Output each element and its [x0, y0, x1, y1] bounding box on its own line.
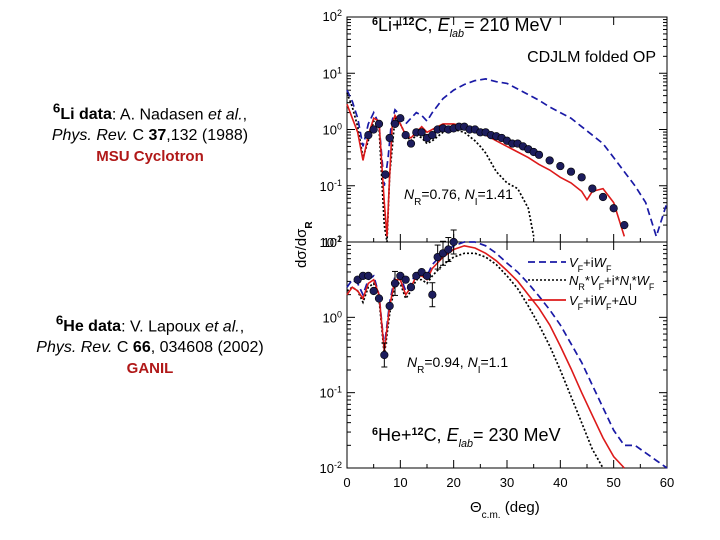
y-tick-label: 100: [323, 122, 342, 138]
x-tick-label: 20: [446, 475, 460, 490]
data-point: [374, 294, 384, 303]
x-axis-label: Θc.m. (deg): [470, 499, 540, 521]
he-pages-year: , 034608 (2002): [150, 339, 264, 357]
data-point: [545, 156, 554, 165]
y-tick-label: 10-1: [320, 178, 342, 194]
he-authors: V. Lapoux: [129, 318, 201, 336]
li-mass-number: 6: [52, 101, 61, 116]
y-tick-label: 10-2: [320, 460, 342, 476]
x-tick-label: 40: [553, 475, 567, 490]
data-point: [556, 161, 565, 171]
data-point: [401, 131, 410, 140]
li-lab: MSU Cyclotron: [96, 148, 204, 166]
data-point: [396, 114, 405, 123]
data-point: [534, 150, 544, 159]
data-point: [364, 271, 373, 281]
li-reference-line1: 6Li data: A. Nadasen et al.,: [52, 101, 248, 124]
data-point: [364, 131, 373, 140]
he-reference: 6He data: V. Lapoux et al., Phys. Rev. C…: [0, 310, 300, 379]
data-point: [401, 275, 410, 284]
top-panel-annotation: NR=0.76, NI=1.41: [404, 186, 513, 208]
x-tick-label: 0: [343, 475, 350, 490]
data-point: [620, 221, 629, 230]
y-tick-label: 101: [323, 234, 342, 250]
data-point: [381, 170, 390, 179]
y-tick-label: 102: [323, 8, 342, 24]
he-mass-number: 6: [55, 313, 64, 328]
bottom-panel-annotation: NR=0.94, NI=1.1: [407, 354, 508, 376]
he-lab: GANIL: [126, 360, 174, 378]
data-point: [428, 290, 437, 299]
data-point: [577, 173, 586, 182]
y-axis-label: dσ/dσR: [293, 221, 315, 268]
data-point: [444, 245, 453, 254]
legend-label-0: VF+iWF: [569, 255, 612, 274]
data-point: [374, 119, 384, 128]
data-point: [369, 125, 378, 134]
x-tick-label: 10: [393, 475, 407, 490]
top-panel-title: 6Li+12C, Elab= 210 MeV: [372, 15, 552, 40]
x-tick-label: 60: [660, 475, 674, 490]
li-nucleus: Li: [60, 106, 75, 124]
series-line-top-2: [346, 103, 626, 237]
li-reference: 6Li data: A. Nadasen et al., Phys. Rev. …: [0, 98, 300, 167]
x-tick-label: 50: [606, 475, 620, 490]
he-nucleus: He: [63, 318, 84, 336]
he-series: C: [116, 339, 129, 357]
data-point: [449, 237, 458, 247]
li-data-word: data: [78, 106, 112, 124]
data-point: [422, 271, 432, 281]
li-etal: et al.: [207, 106, 243, 124]
top-panel-subtitle: CDJLM folded OP: [527, 49, 656, 66]
li-series: C: [132, 127, 145, 145]
data-point: [385, 133, 394, 143]
data-point: [417, 128, 426, 137]
he-journal: Phys. Rev.: [36, 339, 113, 357]
data-point: [390, 119, 400, 128]
data-point: [566, 167, 576, 176]
y-tick-label: 101: [323, 65, 342, 81]
li-volume: 37: [148, 127, 167, 145]
data-point: [390, 279, 400, 288]
data-point: [406, 283, 416, 292]
data-point: [588, 184, 597, 193]
series-line-bottom-0: [346, 241, 668, 469]
he-reference-line1: 6He data: V. Lapoux et al.,: [55, 313, 245, 336]
legend-label-2: VF+iWF+ΔU: [569, 293, 637, 312]
y-tick-label: 10-2: [320, 234, 342, 250]
bottom-panel-title: 6He+12C, Elab= 230 MeV: [372, 425, 561, 450]
data-point: [428, 131, 437, 140]
he-volume: 66: [132, 339, 151, 357]
data-point: [385, 301, 394, 311]
series-line-top-1: [346, 92, 535, 243]
he-etal: et al.: [205, 318, 240, 336]
y-tick-label: 100: [323, 309, 342, 325]
data-point: [406, 139, 416, 148]
li-authors: A. Nadasen: [119, 106, 204, 124]
legend-label-1: NR*VF+i*NI*WF: [569, 273, 655, 292]
data-point: [380, 350, 389, 360]
li-journal: Phys. Rev.: [51, 127, 129, 145]
panel-bottom: [346, 229, 668, 469]
data-point: [598, 192, 608, 202]
data-point: [609, 204, 618, 213]
data-point: [369, 286, 378, 296]
he-reference-line2: Phys. Rev. C 66, 034608 (2002): [0, 337, 300, 358]
series-line-top-0: [346, 78, 668, 240]
li-reference-line2: Phys. Rev. C 37,132 (1988): [0, 125, 300, 146]
x-tick-label: 30: [500, 475, 514, 490]
li-pages-year: ,132 (1988): [166, 127, 249, 145]
he-data-word: data: [88, 318, 122, 336]
y-tick-label: 10-1: [320, 385, 342, 401]
